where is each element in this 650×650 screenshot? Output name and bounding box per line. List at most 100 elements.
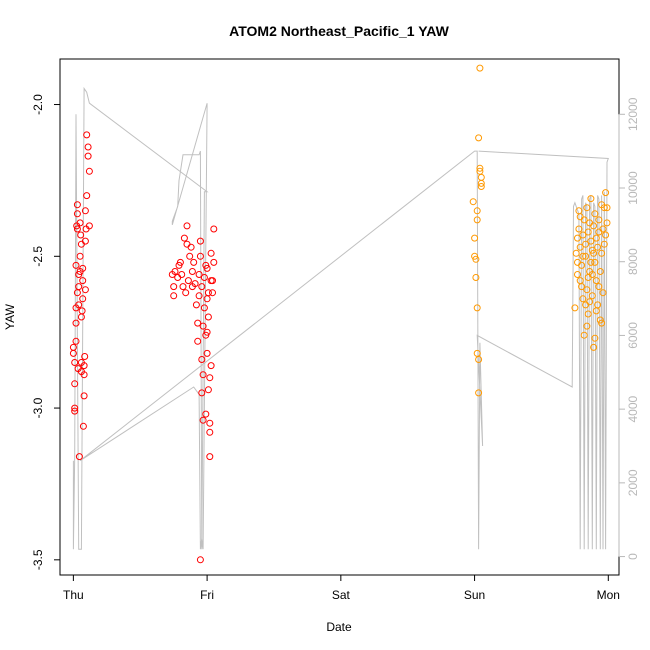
data-point-red-68 — [194, 319, 202, 327]
data-point-orange-10 — [475, 134, 483, 142]
data-point-orange-1 — [471, 234, 479, 242]
data-point-red-54 — [178, 271, 186, 278]
x-tick-label-3: Sun — [464, 588, 485, 602]
y2-tick-label-3: 6000 — [626, 322, 640, 349]
x-tick-label-4: Mon — [597, 588, 620, 602]
data-point-orange-57 — [598, 249, 606, 257]
data-point-red-30 — [80, 392, 88, 400]
data-point-red-10 — [73, 225, 81, 233]
data-point-red-85 — [204, 289, 212, 297]
data-point-orange-34 — [583, 204, 591, 212]
data-point-red-69 — [194, 337, 202, 345]
data-point-orange-61 — [600, 240, 608, 248]
data-point-orange-19 — [572, 249, 580, 257]
y2-tick-label-4: 8000 — [626, 248, 640, 275]
data-point-orange-41 — [587, 195, 595, 203]
x-tick-label-1: Fri — [200, 588, 214, 602]
data-point-orange-75 — [598, 319, 606, 327]
data-point-red-36 — [81, 207, 89, 215]
data-point-orange-8 — [475, 356, 483, 363]
data-point-red-40 — [84, 143, 92, 151]
data-point-red-61 — [186, 252, 194, 260]
data-point-orange-65 — [603, 204, 611, 212]
data-point-red-63 — [188, 268, 196, 275]
data-point-orange-50 — [594, 243, 602, 251]
data-point-orange-29 — [579, 295, 587, 303]
x-tick-label-2: Sat — [332, 588, 351, 602]
data-point-orange-78 — [588, 271, 596, 278]
data-point-orange-16 — [473, 207, 481, 215]
data-point-red-93 — [209, 289, 216, 297]
data-point-orange-6 — [473, 304, 481, 312]
data-point-orange-15 — [476, 64, 484, 72]
data-point-orange-0 — [469, 198, 477, 206]
data-point-red-100 — [198, 283, 206, 291]
data-point-orange-47 — [591, 210, 599, 218]
x-tick-label-0: Thu — [63, 588, 84, 602]
data-point-red-5 — [71, 407, 79, 415]
data-point-orange-42 — [588, 246, 596, 254]
data-point-orange-9 — [475, 389, 483, 397]
data-point-red-103 — [204, 386, 212, 394]
data-point-orange-62 — [602, 231, 610, 239]
data-point-orange-30 — [580, 216, 588, 224]
data-point-orange-44 — [590, 222, 598, 230]
data-point-orange-48 — [592, 234, 600, 242]
data-point-red-42 — [85, 167, 93, 175]
data-point-red-4 — [71, 404, 79, 412]
data-point-red-59 — [183, 222, 191, 230]
data-point-orange-14 — [477, 179, 485, 187]
data-point-orange-37 — [584, 310, 592, 318]
data-point-red-82 — [203, 264, 211, 272]
y-tick-label-2: -2.5 — [31, 246, 45, 267]
data-point-red-44 — [77, 240, 85, 248]
y-tick-label-1: -3.0 — [31, 397, 45, 418]
data-point-orange-76 — [583, 322, 591, 330]
data-point-red-21 — [77, 231, 85, 239]
data-point-orange-4 — [472, 274, 480, 281]
data-point-orange-66 — [574, 258, 581, 266]
data-point-red-77 — [199, 371, 207, 379]
x-axis-label: Date — [326, 620, 352, 634]
data-point-red-32 — [80, 362, 88, 370]
data-point-orange-72 — [590, 249, 598, 257]
y-axis-left: -3.5 -3.0 -2.5 -2.0 — [31, 94, 61, 570]
data-point-red-56 — [180, 234, 188, 242]
data-point-red-87 — [206, 419, 214, 427]
data-point-red-43 — [85, 222, 93, 230]
data-point-red-45 — [73, 289, 81, 297]
data-point-orange-63 — [602, 189, 610, 197]
data-point-red-74 — [198, 356, 206, 363]
data-point-red-79 — [200, 304, 208, 312]
data-point-red-62 — [187, 243, 195, 251]
data-point-red-29 — [79, 422, 87, 430]
data-point-orange-73 — [592, 307, 600, 315]
data-point-orange-53 — [595, 216, 603, 224]
data-point-red-66 — [191, 280, 199, 288]
data-point-orange-21 — [574, 234, 581, 242]
data-point-red-94 — [210, 258, 218, 266]
data-point-red-17 — [75, 453, 83, 461]
data-point-orange-17 — [477, 183, 485, 190]
data-point-red-98 — [199, 416, 207, 424]
data-point-orange-35 — [583, 286, 591, 294]
data-point-red-8 — [72, 261, 80, 269]
data-point-orange-58 — [599, 225, 607, 233]
data-point-orange-60 — [600, 204, 608, 212]
data-point-orange-12 — [476, 164, 484, 172]
data-point-red-11 — [73, 210, 81, 218]
y2-tick-label-5: 10000 — [626, 171, 640, 205]
data-point-orange-46 — [591, 258, 599, 266]
data-point-orange-49 — [592, 277, 600, 285]
data-point-orange-74 — [595, 283, 603, 291]
data-point-red-33 — [81, 353, 89, 360]
secondary-line-layer — [72, 86, 609, 550]
data-point-red-70 — [195, 292, 203, 300]
data-point-red-101 — [206, 428, 214, 436]
data-point-orange-43 — [588, 292, 596, 300]
data-point-orange-3 — [472, 255, 480, 263]
data-point-orange-55 — [596, 316, 604, 324]
data-point-orange-32 — [582, 240, 590, 248]
data-point-red-57 — [182, 289, 190, 297]
data-point-red-48 — [170, 283, 178, 291]
